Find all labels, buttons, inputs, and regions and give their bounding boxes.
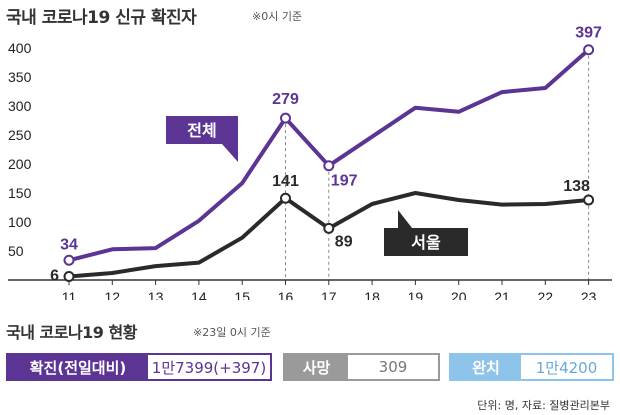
x-axis-ticks: 11 12 13 14 15 16 17 18 19 20 21 22 23 [62,280,597,300]
deaths-label: 사망 [285,355,348,379]
summary-note: ※23일 0시 기준 [193,326,271,339]
summary-title: 국내 코로나19 현황 [6,323,137,342]
recovered-stat: 완치 1만4200 [449,353,614,381]
x-tick-label: 13 [148,289,164,300]
source-note: 단위: 명, 자료: 질병관리본부 [477,399,610,412]
x-tick-label: 20 [451,289,467,300]
legend-label: 전체 [187,122,216,140]
y-tick-label: 150 [8,185,32,201]
x-tick-label: 16 [278,289,294,300]
confirmed-value: 1만7399(+397) [148,355,270,379]
data-label: 397 [575,25,602,42]
data-point [63,254,75,266]
data-label: 89 [335,233,353,250]
data-label: 138 [563,178,590,195]
x-tick-label: 18 [364,289,380,300]
line-chart: 50 100 150 200 250 300 350 400 11 12 13 14 15 16 17 18… [8,25,612,300]
deaths-stat: 사망 309 [283,353,440,381]
x-tick-label: 15 [234,289,250,300]
x-tick-label: 22 [538,289,554,300]
y-tick-label: 400 [8,40,32,56]
data-label: 197 [331,173,358,190]
y-axis-ticks: 50 100 150 200 250 300 350 400 [8,40,32,259]
x-tick-label: 17 [321,289,337,300]
confirmed-stat: 확진(전일대비) 1만7399(+397) [6,353,272,381]
deaths-value: 309 [348,355,438,379]
x-tick-label: 12 [105,289,121,300]
recovered-value: 1만4200 [521,355,612,379]
data-point [280,112,291,124]
legend-box [384,228,468,256]
y-tick-label: 100 [8,214,32,230]
chart-title: 국내 코로나19 신규 확진자 [6,8,197,28]
data-label: 34 [60,236,78,253]
confirmed-label: 확진(전일대비) [8,355,148,379]
data-label: 279 [272,91,299,108]
y-tick-label: 50 [8,243,24,259]
data-label: 6 [50,268,59,285]
y-tick-label: 350 [8,69,32,85]
recovered-label: 완치 [451,355,521,379]
data-point [280,192,291,204]
y-tick-label: 200 [8,156,32,172]
legend-pointer [398,210,412,228]
legend-pointer [222,144,238,162]
data-labels: 34 279 197 397 6 141 89 138 [50,25,602,285]
x-tick-label: 19 [408,289,424,300]
data-label: 141 [272,173,299,190]
y-tick-label: 300 [8,98,32,114]
data-point [583,194,595,206]
data-point [323,222,335,234]
data-point [323,160,335,172]
legend-box [166,116,238,144]
data-point [583,44,595,56]
x-tick-label: 11 [62,289,77,300]
data-point [63,271,75,283]
y-tick-label: 250 [8,127,32,143]
x-tick-label: 14 [191,289,207,300]
legend-label: 서울 [411,234,441,252]
chart-title-note: ※0시 기준 [252,10,303,23]
series-points [63,44,595,283]
x-tick-label: 23 [581,289,597,300]
x-tick-label: 21 [494,289,510,300]
